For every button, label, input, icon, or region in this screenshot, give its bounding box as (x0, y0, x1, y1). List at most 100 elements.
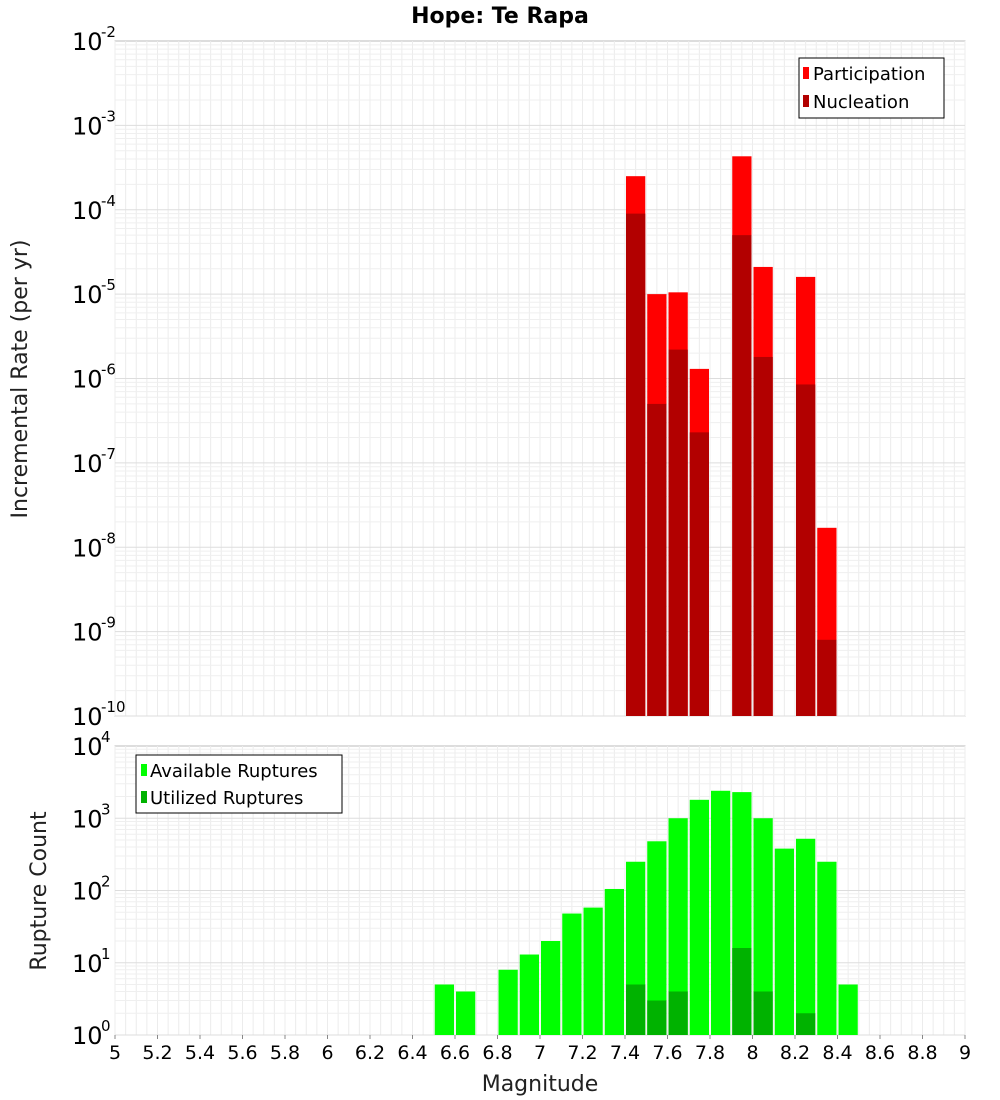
bottom-y-axis-label: Rupture Count (27, 811, 52, 971)
x-ticks: 5 5.2 5.4 5.6 5.8 6 6.2 6.4 6.6 6.8 7 7.2 7.4 7.6 7.8 8… (109, 1035, 971, 1064)
bottom-y-tick-label: 10 (72, 878, 103, 906)
bottom-bar-s1 (498, 969, 518, 1035)
top-y-tick-label: 10 (72, 450, 103, 478)
bottom-y-tick-label: 10 (72, 733, 103, 761)
x-tick-label: 8.4 (822, 1042, 852, 1064)
bottom-bar-s1 (434, 984, 454, 1035)
top-grid (114, 41, 966, 717)
x-tick-label: 8.2 (780, 1042, 810, 1064)
top-y-tick-label: 10 (72, 197, 103, 225)
bottom-y-tick-exponent: 0 (101, 1017, 111, 1035)
x-tick-label: 6.2 (355, 1042, 385, 1064)
top-y-tick-label: 10 (72, 619, 103, 647)
x-tick-label: 5.4 (185, 1042, 215, 1064)
x-tick-label: 7.8 (695, 1042, 725, 1064)
x-tick-label: 5 (109, 1042, 121, 1064)
bottom-legend: Available Ruptures Utilized Ruptures (135, 754, 343, 814)
bottom-legend-box (135, 754, 343, 814)
bottom-bar-s1 (774, 848, 794, 1035)
bottom-bar-s1 (711, 790, 731, 1035)
top-y-tick-label: 10 (72, 281, 103, 309)
top-y-tick-label: 10 (72, 112, 103, 140)
bottom-y-tick-label: 10 (72, 1022, 103, 1050)
bottom-bar-s2 (732, 948, 752, 1035)
top-y-axis-label: Incremental Rate (per yr) (8, 240, 33, 519)
top-bar-s2 (817, 639, 837, 716)
top-bar-s2 (689, 432, 709, 716)
bottom-bar-s1 (796, 838, 816, 1035)
bottom-bar-s1 (562, 913, 582, 1035)
top-y-tick-exponent: -8 (101, 529, 116, 547)
legend-swatch-participation (803, 67, 809, 79)
bottom-bar-s1 (647, 841, 667, 1035)
bottom-bar-s1 (541, 941, 561, 1035)
x-tick-label: 8.6 (865, 1042, 895, 1064)
bottom-bar-s1 (519, 954, 539, 1035)
bottom-bar-s2 (626, 984, 646, 1035)
top-legend: Participation Nucleation (798, 57, 945, 119)
x-tick-label: 9 (959, 1042, 971, 1064)
bottom-y-tick-exponent: 2 (101, 873, 111, 891)
bottom-bar-s1 (817, 861, 837, 1035)
top-bar-s2 (668, 349, 688, 716)
legend-label-utilized: Utilized Ruptures (150, 788, 303, 809)
bottom-bar-s2 (753, 991, 773, 1035)
bottom-bars (434, 790, 858, 1035)
x-tick-label: 8.8 (907, 1042, 937, 1064)
top-y-tick-exponent: -3 (101, 107, 116, 125)
top-y-tick-exponent: -6 (101, 361, 116, 379)
legend-label-nucleation: Nucleation (813, 92, 909, 113)
chart-title: Hope: Te Rapa (411, 4, 589, 29)
x-tick-label: 6.4 (397, 1042, 427, 1064)
top-bar-s2 (647, 403, 667, 716)
top-bar-s2 (732, 235, 752, 716)
x-tick-label: 7 (534, 1042, 546, 1064)
bottom-bar-s2 (668, 991, 688, 1035)
top-bar-s2 (626, 213, 646, 717)
bottom-y-tick-exponent: 1 (101, 945, 111, 963)
top-bar-s2 (753, 356, 773, 716)
x-tick-label: 5.2 (142, 1042, 172, 1064)
top-bars (626, 156, 837, 717)
bottom-y-tick-label: 10 (72, 950, 103, 978)
x-tick-label: 6.6 (440, 1042, 470, 1064)
legend-swatch-utilized (141, 791, 147, 803)
bottom-bar-s2 (796, 1013, 816, 1035)
top-bar-s2 (796, 384, 816, 716)
legend-label-available: Available Ruptures (150, 761, 318, 782)
bottom-bar-s1 (604, 888, 624, 1035)
bottom-bar-s1 (753, 818, 773, 1035)
bottom-y-tick-label: 10 (72, 805, 103, 833)
top-y-tick-exponent: -2 (101, 23, 116, 41)
legend-swatch-nucleation (803, 95, 809, 107)
top-y-tick-exponent: -10 (101, 698, 126, 716)
top-y-tick-label: 10 (72, 366, 103, 394)
bottom-bar-s1 (668, 818, 688, 1035)
bottom-bar-s1 (456, 991, 476, 1035)
bottom-bar-s1 (583, 907, 603, 1035)
top-legend-box (798, 57, 945, 119)
x-tick-label: 7.4 (610, 1042, 640, 1064)
x-axis-label: Magnitude (482, 1072, 599, 1097)
x-tick-label: 7.6 (652, 1042, 682, 1064)
x-tick-label: 6 (321, 1042, 333, 1064)
x-tick-label: 8 (746, 1042, 758, 1064)
top-y-tick-label: 10 (72, 28, 103, 56)
top-y-tick-label: 10 (72, 703, 103, 731)
x-tick-label: 7.2 (567, 1042, 597, 1064)
top-y-tick-label: 10 (72, 534, 103, 562)
bottom-bar-s2 (647, 1000, 667, 1035)
bottom-bar-s1 (838, 984, 858, 1035)
x-tick-label: 5.6 (227, 1042, 257, 1064)
bottom-bar-s1 (689, 799, 709, 1035)
x-tick-label: 6.8 (482, 1042, 512, 1064)
legend-label-participation: Participation (813, 64, 925, 85)
x-tick-label: 5.8 (270, 1042, 300, 1064)
bottom-y-tick-exponent: 3 (101, 800, 111, 818)
legend-swatch-available (141, 764, 147, 776)
